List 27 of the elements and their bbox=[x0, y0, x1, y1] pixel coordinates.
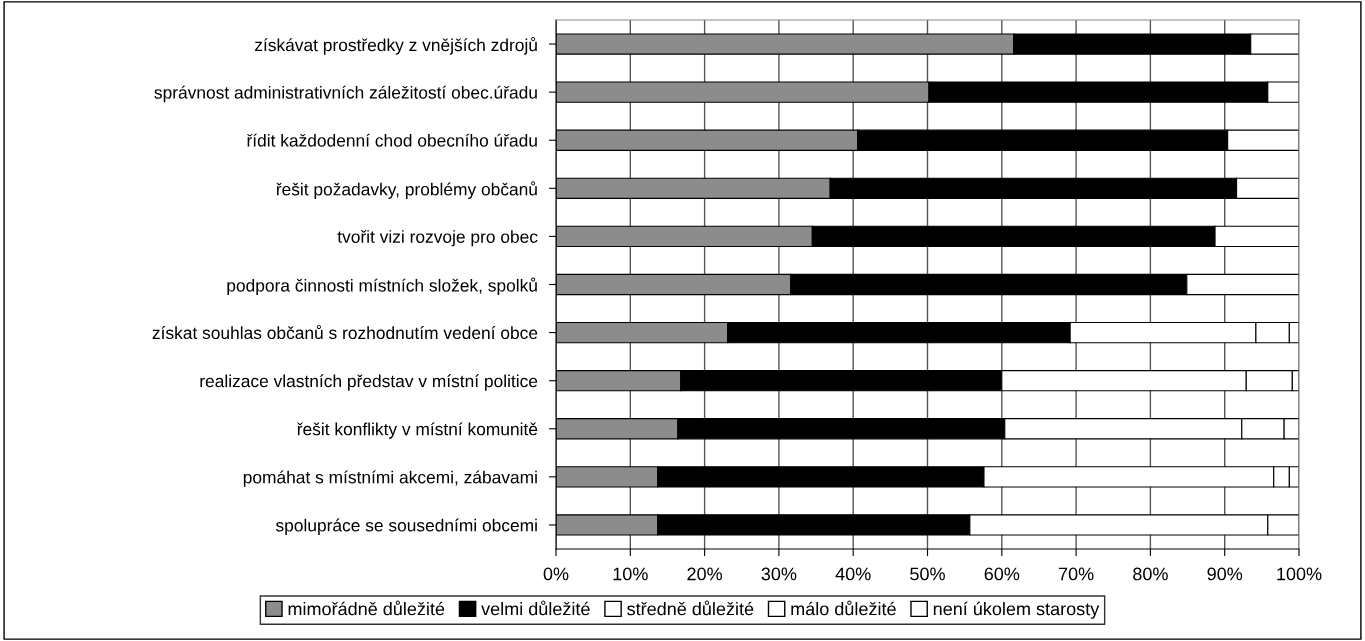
x-tick-label: 50% bbox=[910, 567, 945, 581]
x-tick-label: 0% bbox=[543, 567, 569, 581]
y-tick-label: získávat prostředky z vnějších zdrojů bbox=[254, 37, 537, 55]
y-tick-label: řešit požadavky, problémy občanů bbox=[276, 181, 537, 199]
y-tick-label: řídit každodenní chod obecního úřadu bbox=[246, 133, 537, 147]
legend-label: mimořádně důležité bbox=[288, 600, 445, 616]
x-tick-label: 40% bbox=[835, 567, 871, 581]
x-tick-label: 30% bbox=[761, 567, 797, 581]
x-tick-label: 90% bbox=[1207, 567, 1243, 581]
y-tick-label: řešit konflikty v místní komunitě bbox=[297, 422, 538, 439]
y-tick-label: tvořit vizi rozvoje pro obec bbox=[337, 230, 538, 247]
y-tick-label: realizace vlastních představ v místní politice bbox=[200, 374, 538, 391]
x-tick-label: 10% bbox=[613, 567, 648, 581]
legend-label: velmi důležité bbox=[481, 600, 590, 616]
legend-label: není úkolem starosty bbox=[933, 601, 1100, 619]
x-tick-label: 20% bbox=[687, 567, 723, 581]
x-tick-label: 60% bbox=[984, 567, 1020, 581]
y-tick-label: pomáhat s místními akcemi, zábavami bbox=[243, 470, 537, 487]
x-tick-label: 80% bbox=[1133, 567, 1168, 581]
x-tick-label: 70% bbox=[1058, 567, 1094, 581]
legend-label: málo důležité bbox=[791, 600, 896, 616]
y-tick-label: získat souhlas občanů s rozhodnutím vedení obce bbox=[152, 324, 538, 340]
legend-label: středně důležité bbox=[627, 600, 754, 616]
x-tick-label: 100% bbox=[1277, 567, 1322, 581]
y-tick-label: spolupráce se sousedními obcemi bbox=[275, 518, 537, 535]
y-tick-label: správnost administrativních záležitostí obec.úřadu bbox=[154, 85, 537, 103]
y-tick-label: podpora činnosti místních složek, spolků bbox=[227, 277, 537, 296]
